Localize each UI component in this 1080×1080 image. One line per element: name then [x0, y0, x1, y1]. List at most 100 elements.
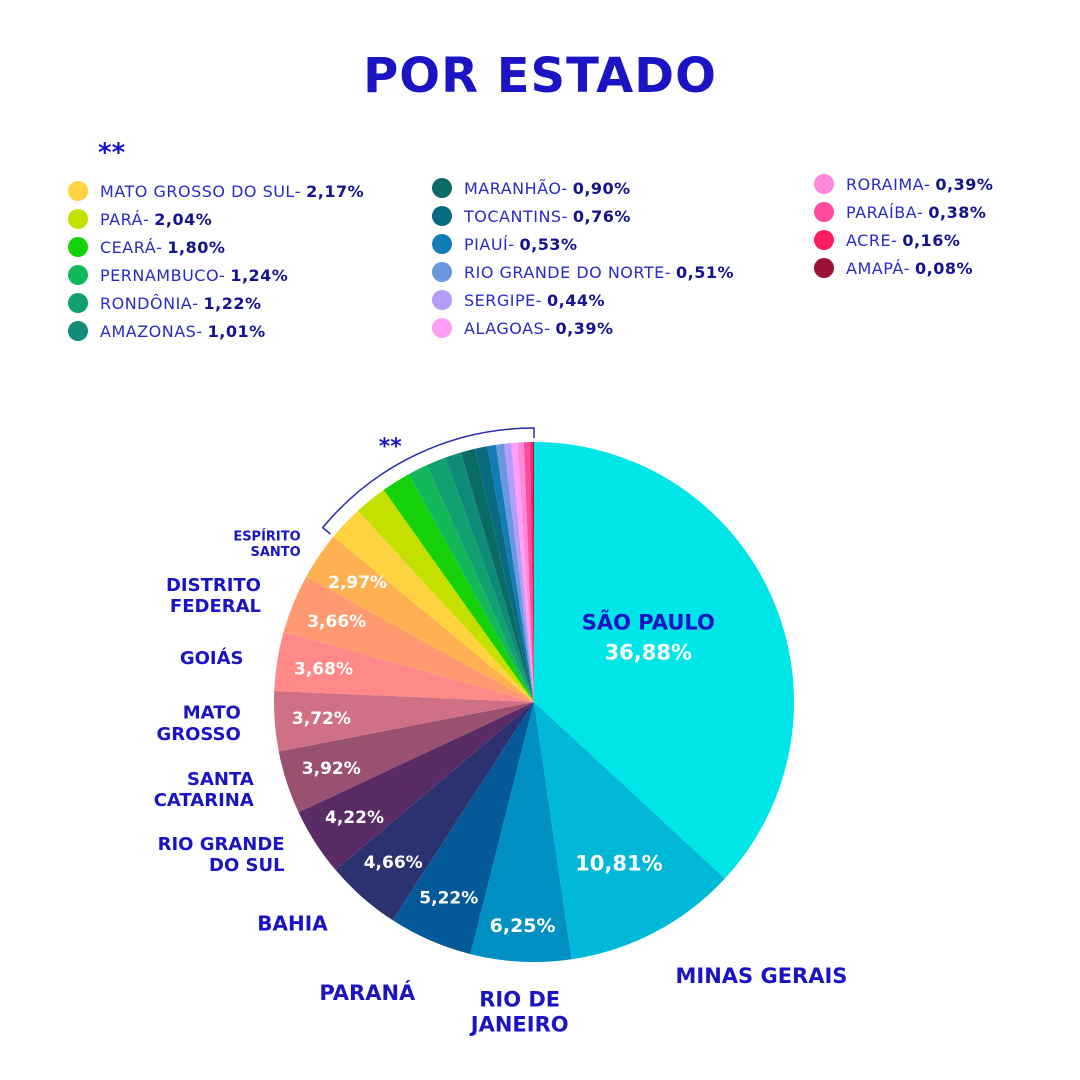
legend-item-percent: 1,22% [203, 293, 262, 313]
pie-category-label-mato-grosso: GROSSO [156, 724, 240, 745]
pie-category-label-rio-grande-do-sul: RIO GRANDE [158, 834, 285, 855]
legend-item-percent: 0,53% [519, 234, 578, 254]
pie-slice-distrito-federal [283, 576, 534, 702]
pie-slice-para [357, 489, 534, 702]
pie-slice-mato-grosso [273, 691, 534, 752]
legend-item-ceara: CEARÁ -1,80% [68, 233, 364, 261]
pie-slice-amapa [532, 441, 534, 702]
legend-column-3: RORAIMA -0,39% PARAÍBA -0,38% ACRE -0,16% A… [814, 170, 993, 282]
pie-category-label-minas-gerais: MINAS GERAIS [676, 964, 848, 988]
legend-item-mato-grosso-do-sul: MATO GROSSO DO SUL -2,17% [68, 177, 364, 205]
pie-slice-alagoas [511, 442, 534, 702]
legend-item-rio-grande-do-norte: RIO GRANDE DO NORTE -0,51% [432, 258, 734, 286]
legend-swatch [68, 265, 88, 285]
pie-value-label: 36,88% [605, 640, 692, 664]
legend-item-separator: - [891, 230, 898, 250]
legend-item-maranhao: MARANHÃO -0,90% [432, 174, 734, 202]
legend-swatch [68, 321, 88, 341]
legend-item-separator: - [917, 202, 924, 222]
pie-slice-sao-paulo [534, 442, 794, 879]
pie-category-label-santa-catarina: CATARINA [154, 790, 254, 811]
legend-item-percent: 1,80% [167, 237, 226, 257]
legend-item-name: PARAÍBA [846, 202, 918, 222]
pie-category-label-goias: GOIÁS [180, 647, 244, 669]
pie-category-label-rio-grande-do-sul: DO SUL [209, 855, 285, 876]
legend-swatch [814, 174, 834, 194]
legend-item-amazonas: AMAZONAS -1,01% [68, 317, 364, 345]
pie-category-label-distrito-federal: DISTRITO [166, 575, 261, 596]
legend-item-name: AMAPÁ [846, 258, 904, 278]
pie-category-label-sao-paulo: SÃO PAULO [582, 609, 715, 634]
legend-item-separator: - [561, 178, 568, 198]
legend-swatch [814, 230, 834, 250]
legend-item-name: RONDÔNIA [100, 293, 193, 313]
legend-item-amapa: AMAPÁ -0,08% [814, 254, 993, 282]
legend-item-name: ALAGOAS [464, 318, 545, 338]
legend-swatch [814, 202, 834, 222]
legend-swatch [432, 290, 452, 310]
legend-item-name: RORAIMA [846, 174, 925, 194]
pie-value-label: 10,81% [575, 851, 662, 875]
legend-swatch [432, 178, 452, 198]
pie-category-label-rio-de-janeiro: RIO DE [479, 988, 560, 1012]
legend-column-2: MARANHÃO -0,90% TOCANTINS -0,76% PIAUÍ -0,… [432, 174, 734, 342]
legend-item-name: AMAZONAS [100, 321, 197, 341]
page-title: POR ESTADO [363, 48, 717, 104]
legend-item-paraiba: PARAÍBA -0,38% [814, 198, 993, 226]
pie-slice-bahia [335, 702, 534, 921]
pie-value-label: 3,92% [302, 759, 361, 779]
legend-swatch [68, 209, 88, 229]
legend-item-name: ACRE [846, 230, 892, 250]
legend-swatch [432, 318, 452, 338]
pie-slice-sergipe [504, 443, 534, 702]
pie-category-label-rio-de-janeiro: JANEIRO [469, 1012, 569, 1036]
legend-item-name: MATO GROSSO DO SUL [100, 181, 295, 201]
legend-swatch [432, 206, 452, 226]
legend-item-percent: 0,08% [915, 258, 974, 278]
legend-item-para: PARÁ -2,04% [68, 205, 364, 233]
pie-category-label-mato-grosso: MATO [183, 703, 241, 724]
pie-slice-ceara [383, 474, 534, 702]
legend-swatch [68, 293, 88, 313]
legend-item-alagoas: ALAGOAS -0,39% [432, 314, 734, 342]
legend-item-name: PARÁ [100, 209, 143, 229]
legend-item-name: RIO GRANDE DO NORTE [464, 262, 665, 282]
legend-item-sergipe: SERGIPE -0,44% [432, 286, 734, 314]
legend-item-percent: 0,51% [676, 262, 735, 282]
legend-item-separator: - [142, 209, 150, 229]
pie-value-label: 4,22% [325, 808, 384, 828]
legend-item-pernambuco: PERNAMBUCO -1,24% [68, 261, 364, 289]
pie-value-labels: 36,88% 10,81% 6,25% 5,22% 4,66% 4,22% 3,92% 3,7… [292, 573, 692, 937]
legend-item-percent: 0,44% [547, 290, 606, 310]
pie-slice-pernambuco [408, 465, 534, 702]
pie-slice-santa-catarina [278, 702, 534, 813]
pie-slice-amazonas [445, 452, 534, 702]
pie-slice-goias [274, 631, 534, 702]
pie-slice-mato-grosso-do-sul [333, 510, 534, 702]
pie-slice-maranhao [460, 448, 534, 702]
small-states-bracket-asterisk: ** [379, 435, 403, 460]
legend-item-name: SERGIPE [464, 290, 536, 310]
legend-column-1: MATO GROSSO DO SUL -2,17% PARÁ -2,04% CEARÁ… [68, 177, 364, 345]
legend-item-separator: - [156, 237, 163, 257]
legend-item-acre: ACRE -0,16% [814, 226, 993, 254]
legend-item-separator: - [664, 262, 671, 282]
legend-item-separator: - [294, 181, 302, 201]
legend-asterisk-note: ** [98, 138, 126, 168]
legend-item-separator: - [561, 206, 568, 226]
legend-item-name: PERNAMBUCO [100, 265, 220, 285]
pie-slice-acre [530, 442, 534, 702]
legend-item-percent: 0,39% [555, 318, 614, 338]
legend-item-separator: - [924, 174, 931, 194]
pie-value-label: 6,25% [490, 915, 556, 937]
legend-item-percent: 1,01% [207, 321, 266, 341]
legend-swatch [68, 181, 88, 201]
legend-swatch [68, 237, 88, 257]
pie-category-label-santa-catarina: SANTA [187, 769, 254, 790]
legend-item-tocantins: TOCANTINS -0,76% [432, 202, 734, 230]
legend-item-name: CEARÁ [100, 237, 157, 257]
pie-category-label-espirito-santo: SANTO [250, 545, 300, 560]
legend-item-percent: 0,39% [935, 174, 994, 194]
